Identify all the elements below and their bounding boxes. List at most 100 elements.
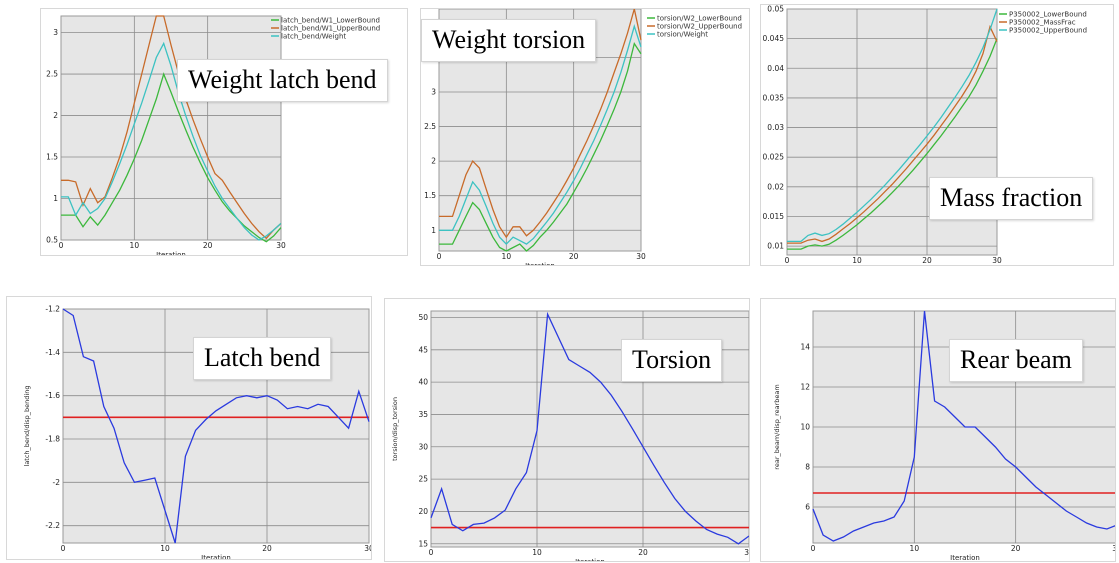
legend-label-1: P350002_MassFrac (1009, 19, 1076, 27)
callout-rear-beam: Rear beam (949, 339, 1083, 382)
x-tick-label: 30 (744, 548, 750, 557)
x-tick-label: 10 (160, 544, 170, 553)
chart-panel-weight-torsion: 010203011.522.533.5Iterationtorsion/W2_L… (420, 8, 750, 266)
callout-weight-latch-bend: Weight latch bend (177, 59, 388, 102)
x-tick-label: 10 (502, 252, 512, 261)
y-tick-label: 45 (418, 345, 428, 354)
y-tick-label: 2 (431, 157, 436, 166)
callout-torsion: Torsion (621, 339, 723, 382)
chart-panel-mass-fraction: 0 10 20 30 0.01 0.015 0.02 0.025 0.03 0.035 0.04 0.… (760, 4, 1114, 266)
callout-mass-fraction: Mass fraction (929, 177, 1094, 220)
series-line-0 (430, 311, 749, 545)
x-tick-label: 30 (1112, 544, 1116, 553)
y-tick-label: 0.035 (763, 93, 785, 102)
y-axis-label: rear_beam/disp_rearbeam (773, 384, 781, 469)
x-tick-label: 20 (569, 252, 579, 261)
x-tick-label: 20 (203, 241, 213, 250)
series-line-0 (787, 38, 998, 250)
y-tick-label: 0.015 (763, 212, 785, 221)
series-line-2 (439, 24, 642, 246)
legend-label-2: torsion/Weight (657, 31, 708, 39)
x-axis-label: Iteration (950, 554, 980, 562)
x-tick-label: 0 (59, 241, 64, 250)
chart-panel-weight-latch-bend: 0 10 20 30 0.5 1 1.5 2 2.5 3 Iteration latch_bend/W… (40, 8, 408, 256)
legend-label-1: latch_bend/W1_UpperBound (281, 25, 380, 33)
y-tick-label: 35 (418, 410, 428, 419)
legend-label-0: torsion/W2_LowerBound (657, 15, 742, 23)
y-tick-label: 14 (800, 343, 810, 352)
x-axis-label: Iteration (525, 262, 555, 266)
legend-label-2: P350002_UpperBound (1009, 27, 1087, 35)
callout-latch-bend: Latch bend (193, 337, 332, 380)
x-tick-label: 10 (130, 241, 140, 250)
x-tick-label: 10 (852, 256, 862, 265)
y-axis-label: latch_bend/disp_bending (23, 386, 31, 467)
series-line-2 (787, 8, 998, 243)
series-line-1 (439, 9, 642, 239)
chart-panel-rear-beam: 0 10 20 30 6 8 10 12 14 Iteration rear_beam/disp_r… (760, 298, 1116, 562)
x-tick-label: 10 (910, 544, 920, 553)
y-tick-label: 20 (418, 507, 428, 516)
y-tick-label: 15 (418, 539, 428, 548)
y-tick-label: 0.025 (763, 153, 785, 162)
x-axis-label: Iteration (156, 251, 186, 256)
y-tick-label: 2.5 (46, 70, 58, 79)
legend-label-2: latch_bend/Weight (281, 33, 346, 41)
chart-panel-latch-bend: 0 10 20 30 -1.2 -1.4 -1.6 -1.8 -2 -2.2 Iteration la… (6, 296, 372, 560)
y-tick-label: 2.5 (424, 122, 436, 131)
y-tick-label: 40 (418, 378, 428, 387)
x-tick-label: 0 (785, 256, 790, 265)
y-tick-label: -1.8 (45, 435, 60, 444)
x-tick-label: 0 (429, 548, 434, 557)
series-line-2 (61, 41, 282, 241)
chart-svg-weight-latch-bend: 0 10 20 30 0.5 1 1.5 2 2.5 3 Iteration latch_bend/W… (46, 15, 380, 256)
y-tick-label: 0.01 (767, 242, 784, 251)
y-tick-label: 1 (53, 194, 58, 203)
y-tick-label: 0.03 (767, 123, 784, 132)
x-tick-label: 0 (811, 544, 816, 553)
y-tick-label: -1.2 (45, 305, 60, 314)
y-tick-label: 0.05 (767, 5, 784, 14)
y-tick-label: 10 (800, 423, 810, 432)
legend-label-0: latch_bend/W1_LowerBound (281, 17, 380, 25)
y-tick-label: 3 (53, 28, 58, 37)
y-tick-label: -2.2 (45, 521, 60, 530)
y-tick-label: 2 (53, 111, 58, 120)
x-tick-label: 30 (636, 252, 646, 261)
y-tick-label: 1 (431, 226, 436, 235)
series-line-1 (61, 15, 282, 240)
x-tick-label: 20 (638, 548, 648, 557)
x-tick-label: 30 (276, 241, 286, 250)
x-tick-label: 10 (532, 548, 542, 557)
y-tick-label: 0.5 (46, 236, 58, 245)
y-tick-label: 30 (418, 442, 428, 451)
plot-area (60, 15, 282, 241)
y-tick-label: 6 (805, 503, 810, 512)
x-tick-label: 30 (992, 256, 1002, 265)
y-tick-label: 0.04 (767, 64, 784, 73)
series-line-0 (812, 310, 1115, 542)
y-axis-label: torsion/disp_torsion (391, 397, 399, 461)
y-tick-label: 1.5 (424, 191, 436, 200)
y-tick-label: 25 (418, 475, 428, 484)
y-tick-label: 1.5 (46, 153, 58, 162)
legend-label-0: P350002_LowerBound (1009, 11, 1087, 19)
x-tick-label: 0 (437, 252, 442, 261)
x-tick-label: 0 (61, 544, 66, 553)
y-tick-label: -1.6 (45, 391, 60, 400)
x-tick-label: 30 (364, 544, 372, 553)
series-line-0 (439, 41, 642, 252)
y-tick-label: 0.045 (763, 34, 785, 43)
chart-svg-mass-fraction: 0 10 20 30 0.01 0.015 0.02 0.025 0.03 0.035 0.04 0.… (763, 5, 1088, 265)
chart-panel-torsion: 0 10 20 30 15 20 25 30 35 40 45 50 Iteration torsion/… (384, 298, 750, 562)
y-tick-label: 3 (431, 87, 436, 96)
x-axis-label: Iteration (201, 554, 231, 560)
series-line-1 (787, 24, 998, 244)
y-tick-label: 8 (805, 463, 810, 472)
y-tick-label: -1.4 (45, 348, 60, 357)
series-line-0 (61, 72, 282, 243)
x-axis-label: Iteration (575, 558, 605, 562)
y-tick-label: 50 (418, 313, 428, 322)
x-tick-label: 20 (922, 256, 932, 265)
x-tick-label: 20 (1011, 544, 1021, 553)
